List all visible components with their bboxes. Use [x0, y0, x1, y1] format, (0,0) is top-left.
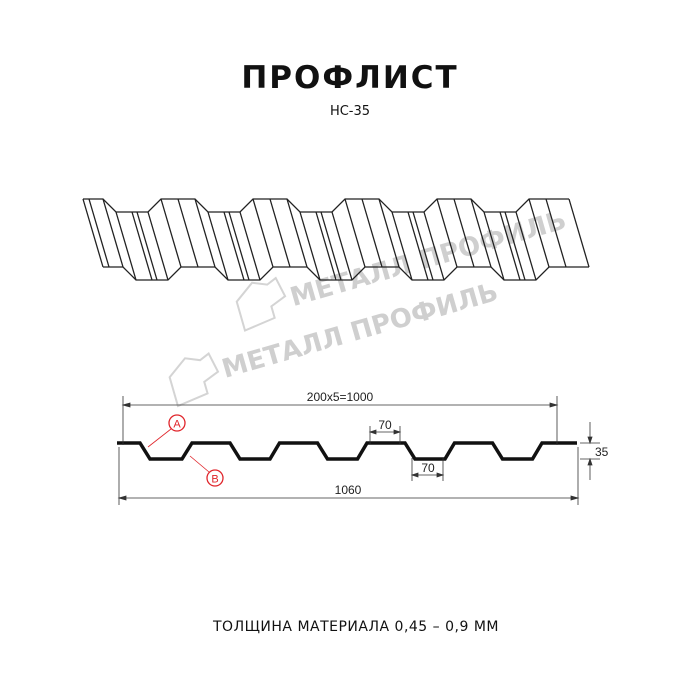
- sheet-fold-line: [82, 198, 104, 268]
- sheet-rib-line: [361, 198, 383, 268]
- sheet-rib-line: [223, 211, 245, 281]
- sheet-fold-line: [331, 211, 353, 281]
- profile-section: [117, 441, 577, 461]
- sheet-rib-line: [131, 211, 153, 281]
- callout-a-label: A: [173, 419, 181, 431]
- sheet-rib-line: [504, 211, 526, 281]
- sheet-fold-line: [470, 198, 492, 268]
- sheet-fold-line: [423, 211, 445, 281]
- sheet-rib-line: [177, 198, 199, 268]
- sheet-fold-line: [147, 211, 169, 281]
- sheet-back-edge: [83, 198, 569, 213]
- sheet-fold-line: [299, 211, 321, 281]
- sheet-rib-line: [499, 211, 521, 281]
- sheet-fold-line: [102, 198, 124, 268]
- sheet-rib-line: [269, 198, 291, 268]
- sheet-rib-line: [407, 211, 429, 281]
- sheet-rib-line: [453, 198, 475, 268]
- sheet-rib-line: [412, 211, 434, 281]
- sheet-edge-rib: [88, 198, 110, 268]
- sheet-rib-line: [315, 211, 337, 281]
- sheet-rib-line: [320, 211, 342, 281]
- sheet-fold-line: [286, 198, 308, 268]
- profile-line: [117, 441, 577, 461]
- sheet-fold-line: [194, 198, 216, 268]
- sheet-fold-line: [252, 198, 274, 268]
- sheet-fold-line: [391, 211, 413, 281]
- sheet-fold-line: [344, 198, 366, 268]
- callout-a: A: [147, 414, 186, 448]
- dim-pitch-total: 200x5=1000: [307, 390, 374, 404]
- sheet-rib-line: [545, 198, 567, 268]
- dim-full-width: 1060: [335, 483, 362, 497]
- sheet-fold-line: [160, 198, 182, 268]
- sheet-fold-line: [515, 211, 537, 281]
- page-title: ПРОФЛИСТ: [241, 60, 459, 96]
- watermark-logo-icon: [168, 352, 220, 408]
- callout-b: B: [189, 455, 224, 487]
- sheet-rib-line: [228, 211, 250, 281]
- model-subtitle: НС-35: [329, 104, 371, 119]
- sheet-fold-line: [568, 198, 590, 268]
- sheet-fold-line: [115, 211, 137, 281]
- sheet-3d-view: [82, 198, 590, 281]
- dim-height: 35: [595, 445, 609, 459]
- sheet-rib-line: [136, 211, 158, 281]
- dim-bottom-flange: 70: [421, 461, 435, 475]
- callout-b-label: B: [211, 474, 218, 486]
- sheet-fold-line: [239, 211, 261, 281]
- sheet-fold-line: [207, 211, 229, 281]
- material-thickness-note: ТОЛЩИНА МАТЕРИАЛА 0,45 – 0,9 ММ: [213, 619, 499, 635]
- watermark-logo-icon: [235, 276, 287, 332]
- sheet-fold-line: [436, 198, 458, 268]
- dimension-lines: [117, 396, 600, 505]
- sheet-fold-line: [483, 211, 505, 281]
- dim-top-flange: 70: [378, 418, 392, 432]
- sheet-fold-line: [378, 198, 400, 268]
- sheet-fold-line: [528, 198, 550, 268]
